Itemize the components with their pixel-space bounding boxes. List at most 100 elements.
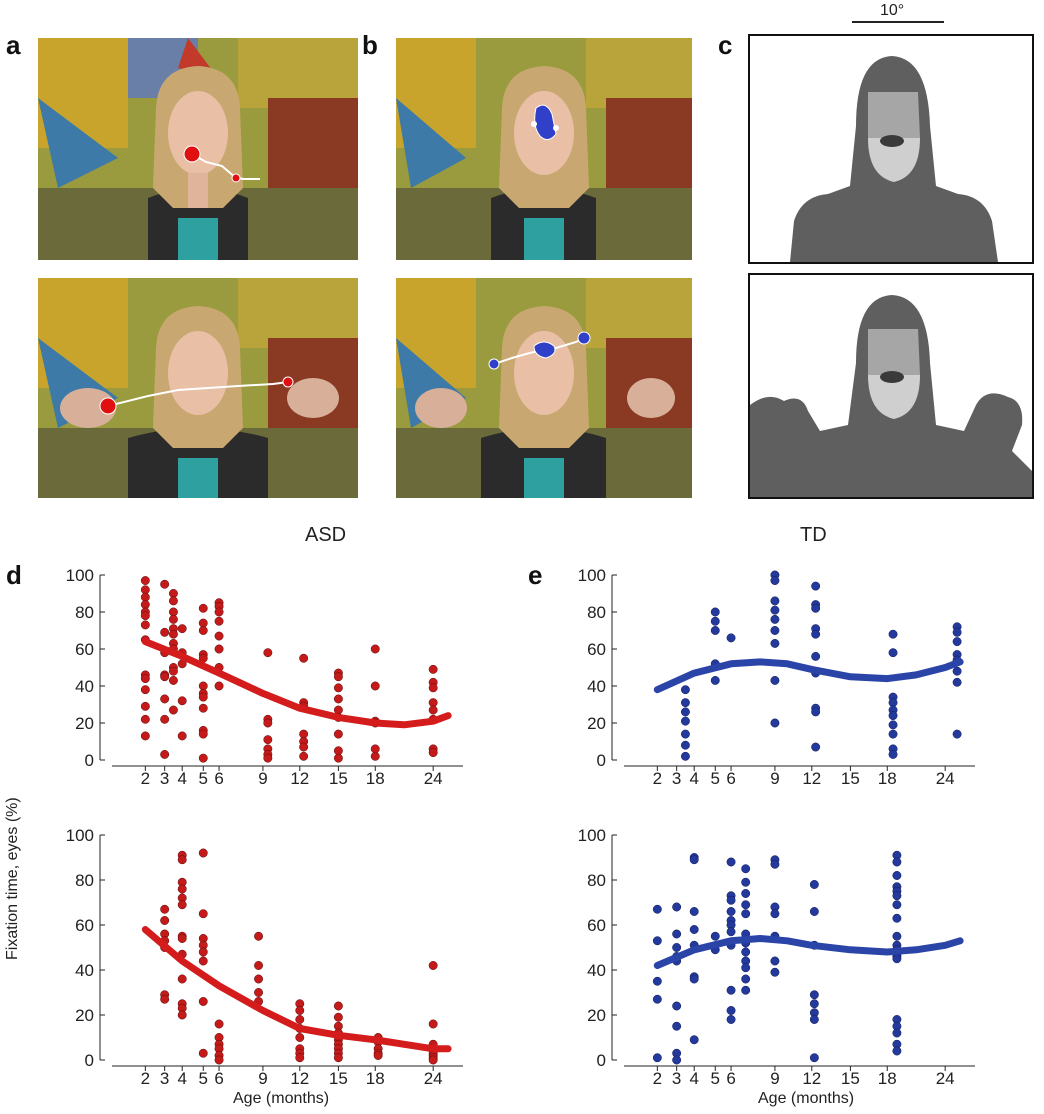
- data-point: [680, 751, 690, 761]
- data-point: [140, 685, 150, 695]
- y-tick-label: 0: [597, 1051, 606, 1070]
- roi-mask-bottom: [748, 273, 1034, 499]
- scanpath-overlay-b-top: [531, 104, 559, 140]
- data-point: [428, 683, 438, 693]
- x-tick-label: 6: [214, 769, 223, 788]
- x-tick-label: 18: [366, 769, 385, 788]
- data-point: [770, 676, 780, 685]
- data-point: [892, 931, 902, 941]
- y-tick-label: 20: [587, 1006, 606, 1025]
- y-tick-label: 20: [75, 1006, 94, 1025]
- data-point: [214, 1019, 224, 1029]
- data-point: [177, 624, 187, 634]
- trend-line: [141, 638, 452, 729]
- data-point: [299, 653, 309, 663]
- y-axis-title: Fixation time, eyes (%): [4, 797, 21, 960]
- data-point: [892, 913, 902, 923]
- data-point: [741, 974, 751, 984]
- data-point: [888, 698, 898, 708]
- data-point: [672, 943, 682, 952]
- data-point: [809, 999, 819, 1009]
- data-point: [254, 961, 263, 970]
- scale-bar-label: 10°: [880, 2, 905, 19]
- data-point: [726, 907, 736, 916]
- data-point: [168, 614, 178, 624]
- data-point: [710, 676, 720, 685]
- data-point: [160, 714, 170, 724]
- x-tick-label: 24: [936, 1069, 955, 1085]
- data-point: [295, 1015, 305, 1024]
- data-point: [811, 742, 821, 752]
- data-point: [214, 644, 224, 654]
- data-point: [198, 626, 208, 635]
- data-point: [428, 664, 438, 674]
- data-point: [680, 716, 690, 726]
- data-point: [428, 1055, 438, 1065]
- scanpath-overlay-b-bottom: [488, 331, 591, 370]
- y-tick-label: 80: [587, 871, 606, 890]
- data-point: [710, 626, 720, 635]
- x-tick-label: 18: [878, 769, 897, 788]
- data-point: [168, 607, 178, 617]
- x-tick-label: 18: [878, 1069, 897, 1085]
- panel-label-b: b: [362, 30, 378, 60]
- data-point: [140, 620, 150, 630]
- data-point: [140, 600, 150, 610]
- data-point: [177, 696, 187, 706]
- x-tick-label: 15: [329, 1069, 348, 1085]
- x-axis-title-td: Age (months): [758, 1090, 855, 1107]
- y-tick-label: 20: [587, 714, 606, 733]
- data-point: [140, 714, 150, 724]
- data-point: [726, 857, 736, 867]
- data-point: [168, 596, 178, 606]
- data-point: [689, 925, 699, 934]
- data-point: [952, 666, 962, 676]
- data-point: [726, 1006, 736, 1015]
- panel-label-e: e: [528, 560, 543, 590]
- data-point: [428, 1019, 438, 1029]
- x-tick-label: 12: [290, 769, 309, 788]
- data-point: [689, 907, 699, 916]
- data-point: [214, 1055, 224, 1065]
- data-point: [198, 956, 208, 966]
- data-point: [333, 1012, 343, 1022]
- data-point: [198, 692, 208, 702]
- x-tick-label: 9: [770, 769, 779, 788]
- trend-line: [653, 658, 964, 694]
- y-tick-label: 60: [75, 916, 94, 935]
- data-point: [333, 753, 343, 763]
- data-point: [370, 644, 380, 654]
- x-tick-label: 15: [841, 769, 860, 788]
- data-point: [741, 947, 751, 957]
- data-point: [809, 1053, 819, 1063]
- y-tick-label: 40: [587, 961, 606, 980]
- data-point: [333, 694, 343, 704]
- x-tick-label: 2: [653, 1069, 662, 1085]
- data-point: [140, 592, 150, 602]
- data-point: [333, 746, 343, 756]
- data-point: [689, 974, 699, 984]
- data-point: [892, 954, 902, 964]
- y-tick-label: 60: [75, 640, 94, 659]
- x-axis-title-asd: Age (months): [233, 1090, 330, 1107]
- data-point: [672, 902, 682, 912]
- data-point: [710, 616, 720, 626]
- data-point: [168, 589, 178, 598]
- trend-line: [141, 926, 452, 1053]
- y-tick-label: 40: [587, 677, 606, 696]
- y-tick-label: 20: [75, 714, 94, 733]
- data-point: [370, 751, 380, 761]
- y-tick-label: 60: [587, 916, 606, 935]
- data-point: [811, 581, 821, 591]
- asd-bottom-chart: 0 20 40 60 80 100 2 3 4 5 6 9 12 15 18 24: [66, 826, 463, 1085]
- data-point: [160, 579, 170, 589]
- data-point: [428, 698, 438, 708]
- data-point: [811, 707, 821, 717]
- data-point: [198, 997, 208, 1006]
- data-point: [333, 1001, 343, 1011]
- x-tick-label: 15: [841, 1069, 860, 1085]
- data-point: [672, 1055, 682, 1065]
- x-tick-label: 12: [290, 1069, 309, 1085]
- data-point: [952, 677, 962, 687]
- data-point: [952, 637, 962, 647]
